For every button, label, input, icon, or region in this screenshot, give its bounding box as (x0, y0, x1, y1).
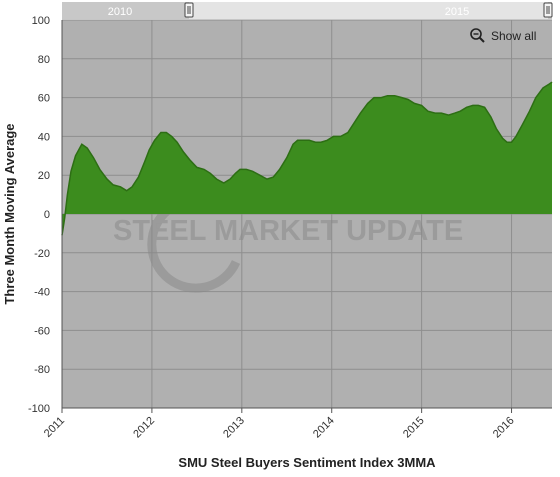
show-all-label[interactable]: Show all (491, 29, 536, 43)
watermark-logo: STEEL MARKET UPDATE (113, 206, 463, 293)
series-area (61, 81, 553, 236)
x-tick-label: 2016 (491, 415, 517, 441)
navigator[interactable]: 2010 2015 (62, 2, 553, 19)
watermark-swoosh (147, 206, 241, 293)
y-axis-ticks: 100 80 60 40 20 0 -20 -40 -60 -80 -100 (28, 15, 50, 415)
series-area-fill (62, 82, 552, 236)
y-tick-label: 60 (38, 93, 50, 105)
navigator-label-left: 2010 (108, 6, 132, 18)
y-tick-label: 40 (38, 131, 50, 143)
y-tick-label: -100 (28, 403, 50, 415)
y-axis-title: Three Month Moving Average (2, 123, 17, 304)
y-tick-label: 20 (38, 170, 50, 182)
navigator-label-right: 2015 (445, 6, 469, 18)
show-all-button[interactable]: Show all (470, 28, 536, 43)
navigator-handle-left[interactable] (184, 2, 194, 18)
x-tick-label: 2012 (131, 415, 157, 441)
y-tick-label: -60 (34, 325, 50, 337)
series-line (61, 81, 553, 236)
x-tick-label: 2013 (221, 415, 247, 441)
x-axis-title: SMU Steel Buyers Sentiment Index 3MMA (178, 455, 436, 470)
y-tick-label: -80 (34, 364, 50, 376)
y-tick-label: 0 (44, 209, 50, 221)
y-tick-label: 100 (32, 15, 50, 27)
watermark-text: STEEL MARKET UPDATE (113, 215, 463, 247)
x-tick-label: 2015 (401, 415, 427, 441)
y-tick-label: -40 (34, 287, 50, 299)
zoom-out-icon (470, 28, 485, 43)
y-tick-label: -20 (34, 248, 50, 260)
x-tick-label: 2014 (311, 415, 337, 441)
x-axis-ticks: 2011 2012 2013 2014 2015 2016 (42, 408, 517, 440)
x-tick-label: 2011 (42, 415, 67, 440)
navigator-handle-right[interactable] (543, 2, 553, 18)
y-tick-label: 80 (38, 54, 50, 66)
navigator-selected-range[interactable] (189, 2, 548, 19)
